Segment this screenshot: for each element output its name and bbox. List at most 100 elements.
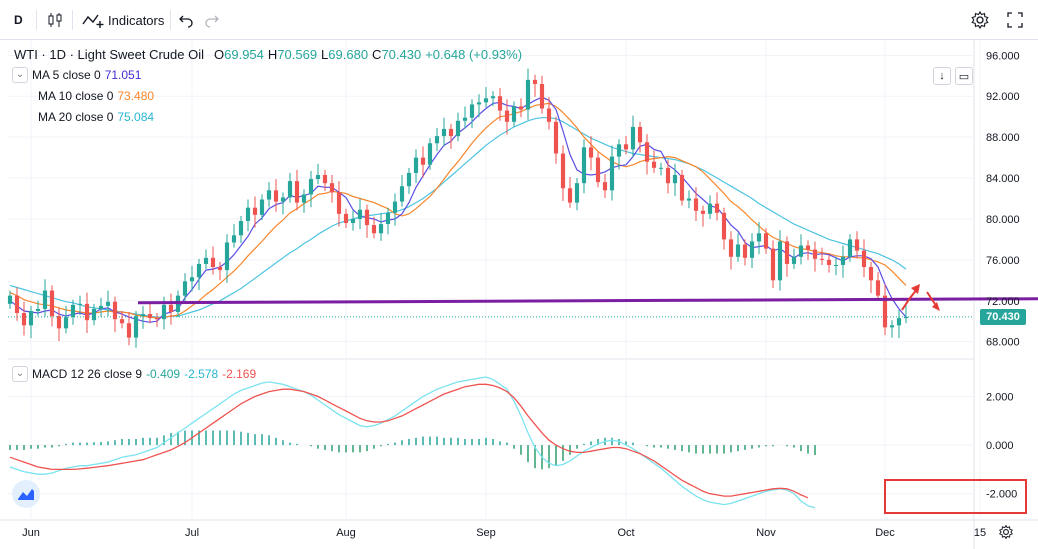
candle-body [532, 79, 538, 84]
tradingview-logo[interactable] [12, 480, 40, 508]
candle-body [210, 257, 216, 268]
time-tick-label: Dec [875, 527, 895, 539]
candle-body [791, 256, 797, 264]
macd-pane [9, 376, 816, 509]
candle-body [665, 167, 671, 184]
ma5-legend[interactable]: ⌄ MA 5 close 0 71.051 [12, 67, 145, 83]
time-tick-label: Oct [617, 527, 634, 539]
candle-body [399, 186, 405, 202]
candle-body [56, 316, 62, 329]
candle-body [308, 179, 314, 195]
candle-body [434, 136, 440, 144]
candle-body [448, 128, 454, 137]
candle-body [490, 96, 496, 99]
candle-body [385, 212, 391, 225]
price-chart[interactable]: 96.000 92.000 88.000 84.000 80.000 76.000 72.0… [0, 40, 1038, 549]
candle-body [182, 281, 188, 296]
ma20-line [9, 117, 907, 318]
time-tick-label: 15 [974, 527, 986, 539]
candle-body [679, 174, 685, 201]
fullscreen-icon [1007, 12, 1023, 28]
open-value: 69.954 [224, 47, 264, 62]
collapse-legend-icon[interactable]: ⌄ [12, 67, 28, 83]
candle-body [126, 323, 132, 338]
macd-line-value: -2.578 [184, 367, 219, 381]
candle-body [315, 174, 321, 180]
candle-body [644, 142, 650, 162]
indicators-button[interactable]: Indicators [82, 8, 164, 32]
candle-body [336, 192, 342, 214]
undo-button[interactable] [178, 8, 194, 32]
price-tick-label: 92.000 [986, 91, 1020, 103]
ma20-legend[interactable]: MA 20 close 0 75.084 [38, 110, 158, 124]
macd-legend[interactable]: ⌄ MACD 12 26 close 9 -0.409 -2.578 -2.16… [12, 366, 260, 382]
collapse-macd-icon[interactable]: ⌄ [12, 366, 28, 382]
macd-signal-value: -2.169 [222, 367, 257, 381]
undo-icon [179, 15, 193, 28]
down-arrow-head [932, 302, 940, 311]
candle-body [252, 207, 258, 215]
candle-body [161, 304, 167, 320]
candle-body [658, 167, 664, 169]
candle-body [840, 256, 846, 265]
candle-body [273, 190, 279, 202]
fullscreen-button[interactable] [1006, 8, 1024, 32]
candle-body [35, 308, 41, 311]
candle-body [595, 157, 601, 183]
candle-body [77, 303, 83, 305]
candle-body [119, 319, 125, 324]
interval-button[interactable]: D [14, 8, 23, 32]
candle-body [728, 239, 734, 257]
candle-body [112, 301, 118, 320]
candle-body [637, 126, 643, 143]
scroll-down-button[interactable]: ↓ [933, 67, 951, 85]
candle-body [574, 183, 580, 203]
macd-hist-value: -0.409 [146, 367, 181, 381]
candle-body [462, 117, 468, 121]
candle-body [168, 304, 174, 313]
candle-body [378, 224, 384, 234]
candle-body [721, 212, 727, 240]
candle-body [28, 310, 34, 326]
close-label: C [372, 47, 382, 62]
candle-body [7, 295, 13, 304]
candle-body [889, 325, 895, 328]
candle-body [217, 267, 223, 271]
candle-body [357, 209, 363, 219]
low-label: L [321, 47, 329, 62]
price-tick-label: 76.000 [986, 255, 1020, 267]
ma10-line [9, 102, 907, 319]
time-axis-settings-button[interactable] [998, 524, 1014, 545]
candle-body [84, 303, 90, 321]
redo-button[interactable] [204, 8, 220, 32]
ma10-label: MA 10 close 0 [38, 89, 114, 103]
candle-body [14, 295, 20, 314]
candle-body [329, 183, 335, 193]
candle-body [196, 263, 202, 278]
top-toolbar: D Indicators [0, 0, 1038, 40]
candle-body [140, 314, 146, 317]
ma10-value: 73.480 [117, 89, 155, 103]
candle-body [294, 181, 300, 203]
settings-button[interactable] [970, 8, 990, 32]
candle-body [154, 318, 160, 320]
interval-label: D [14, 13, 23, 27]
candle-body [560, 153, 566, 189]
candle-body [896, 318, 902, 326]
candle-body [266, 190, 272, 200]
ma20-value: 75.084 [117, 110, 155, 124]
candle-body [826, 259, 832, 265]
candle-body [301, 194, 307, 203]
candle-body [350, 218, 356, 224]
candle-body [455, 120, 461, 137]
candle-body [693, 198, 699, 211]
macd-tick-label: -2.000 [986, 489, 1017, 501]
pane-maximize-button[interactable]: ▭ [955, 67, 973, 85]
candle-body [392, 201, 398, 213]
candle-body [420, 157, 426, 165]
candles-button[interactable] [46, 8, 64, 32]
time-tick-label: Jul [185, 527, 199, 539]
candle-body [749, 241, 755, 258]
maximize-icon: ▭ [958, 70, 970, 83]
ma10-legend[interactable]: MA 10 close 0 73.480 [38, 89, 158, 103]
